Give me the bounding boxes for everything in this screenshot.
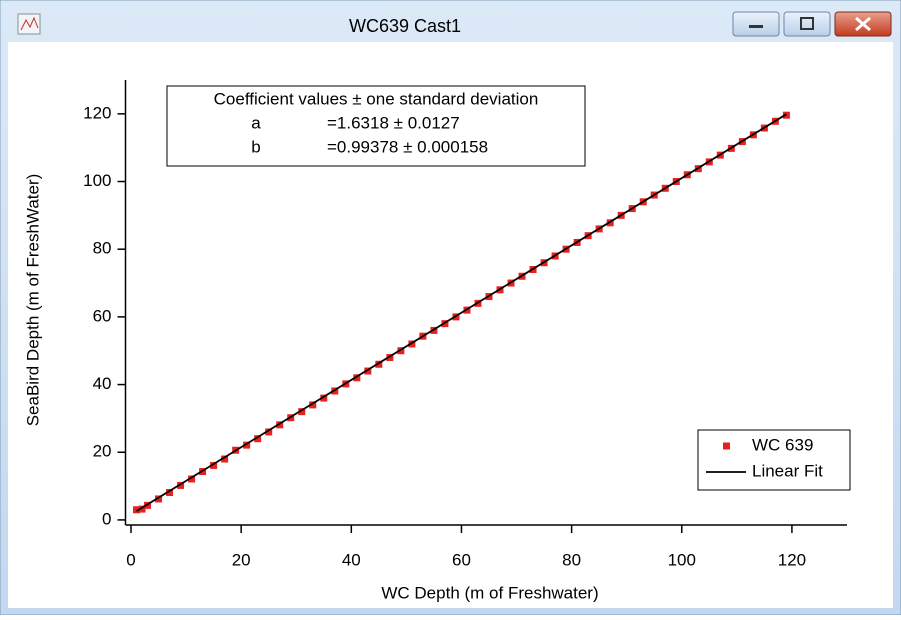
legend-marker <box>723 442 730 450</box>
x-tick-label: 20 <box>232 550 251 569</box>
y-axis-label: SeaBird Depth (m of FreshWater) <box>23 174 42 427</box>
x-axis-label: WC Depth (m of Freshwater) <box>381 583 598 602</box>
annotation-box <box>166 85 586 167</box>
y-tick-label: 60 <box>93 306 112 325</box>
minimize-button[interactable] <box>732 11 780 37</box>
close-glyph <box>855 16 871 32</box>
legend-label: Linear Fit <box>752 461 823 480</box>
app-icon-glyph <box>20 16 39 31</box>
fit-line <box>136 113 787 512</box>
data-point <box>166 489 174 497</box>
data-point <box>386 353 394 361</box>
data-point <box>309 401 317 409</box>
plot: 0 20 40 60 80 100 120 0 20 40 60 80 100 120 Coefficien… <box>83 80 851 569</box>
x-tick-label: 0 <box>126 550 135 569</box>
annotation-value: =1.6318 ± 0.0127 <box>327 113 460 132</box>
data-point <box>397 347 405 355</box>
y-tick-label: 120 <box>83 103 111 122</box>
window-title: WC639 Cast1 <box>349 16 461 36</box>
y-tick-label: 40 <box>93 374 112 393</box>
maximize-glyph <box>800 17 814 30</box>
x-tick-label: 100 <box>668 550 696 569</box>
x-tick-label: 40 <box>342 550 361 569</box>
legend-box <box>697 429 851 491</box>
annotation-title: Coefficient values ± one standard deviat… <box>214 89 539 108</box>
annotation-name: a <box>251 113 261 132</box>
data-point <box>188 475 196 483</box>
data-point <box>243 441 251 449</box>
y-tick-label: 80 <box>93 239 112 258</box>
maximize-button[interactable] <box>783 11 831 37</box>
data-point <box>177 481 185 489</box>
data-point <box>133 506 141 514</box>
data-point <box>265 428 273 436</box>
legend-label: WC 639 <box>752 435 813 454</box>
x-tick-label: 80 <box>562 550 581 569</box>
data-point <box>155 495 163 503</box>
minimize-glyph <box>749 25 763 28</box>
annotation-value: =0.99378 ± 0.000158 <box>327 137 488 156</box>
data-point <box>353 374 361 382</box>
x-tick-label: 60 <box>452 550 471 569</box>
data-point <box>298 408 306 416</box>
data-point <box>364 367 372 375</box>
data-point <box>138 505 146 513</box>
annotation-name: b <box>251 137 260 156</box>
data-point <box>254 435 262 443</box>
data-point <box>320 394 328 402</box>
y-tick-label: 0 <box>102 509 111 528</box>
data-point <box>276 421 284 429</box>
y-tick-label: 20 <box>93 442 112 461</box>
data-point <box>375 360 383 368</box>
x-tick-label: 120 <box>778 550 806 569</box>
y-tick-label: 100 <box>83 171 111 190</box>
data-point <box>221 455 229 463</box>
data-point <box>210 461 218 469</box>
